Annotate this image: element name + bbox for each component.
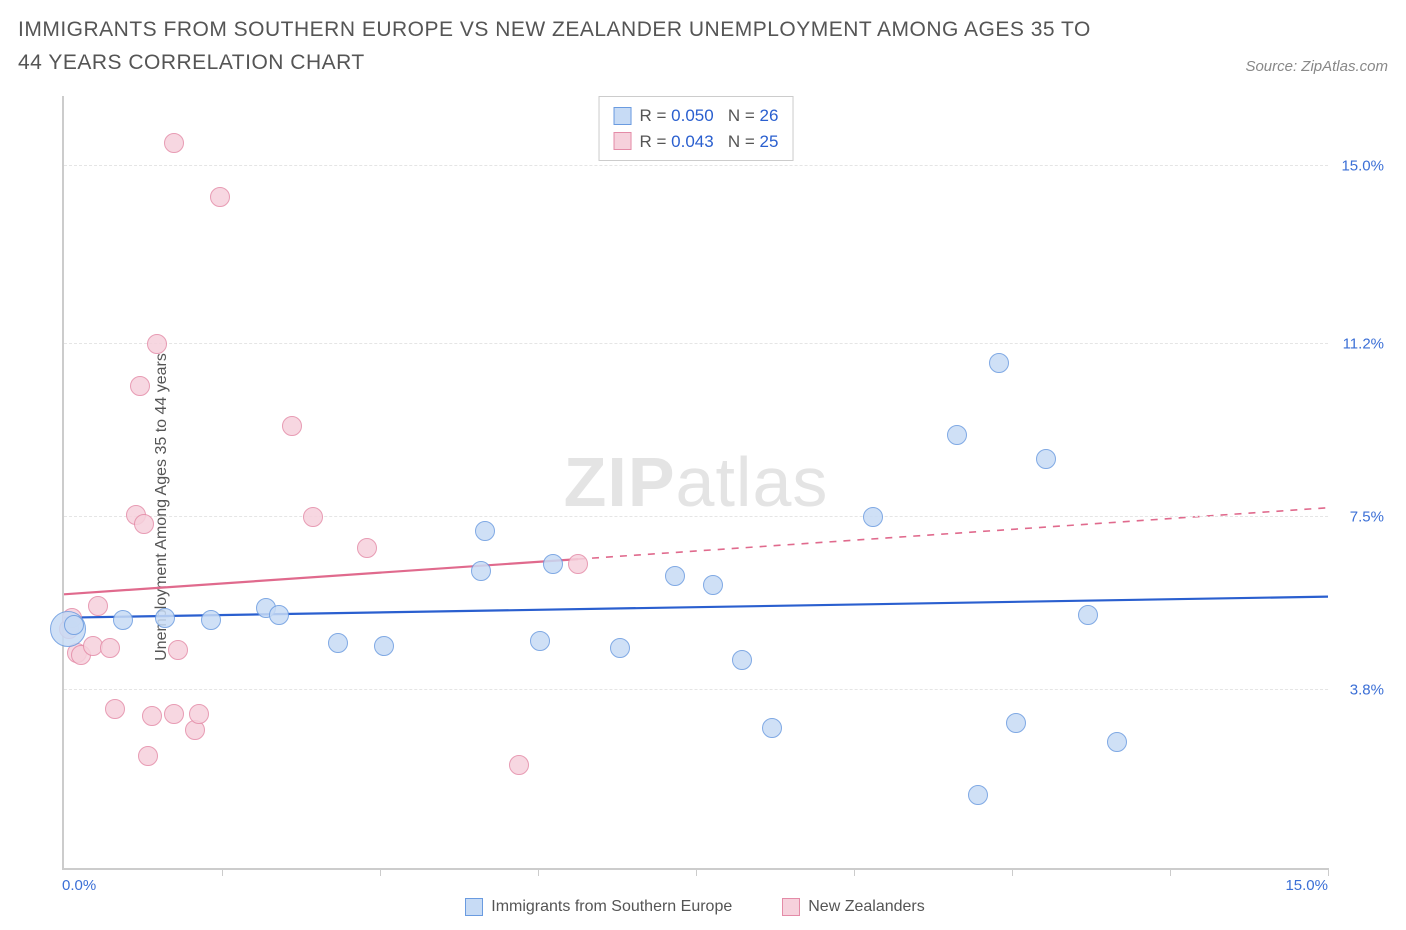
scatter-point [328,633,348,653]
scatter-point [113,610,133,630]
scatter-point [1036,449,1056,469]
source-label: Source: ZipAtlas.com [1245,58,1388,79]
legend-swatch-icon [465,898,483,916]
grid-line [64,165,1328,166]
x-max-label: 15.0% [1285,877,1328,894]
corr-legend-row: R = 0.050 N = 26 [614,103,779,129]
scatter-point [374,636,394,656]
trend-line-solid [64,597,1328,618]
plot-area: ZIPatlas R = 0.050 N = 26R = 0.043 N = 2… [62,96,1328,870]
scatter-point [543,554,563,574]
x-tick [1328,868,1329,876]
grid-line [64,343,1328,344]
scatter-point [269,605,289,625]
scatter-point [989,353,1009,373]
scatter-point [1006,713,1026,733]
y-tick-label: 11.2% [1343,335,1384,352]
bottom-legend-item: New Zealanders [782,898,925,916]
corr-legend-row: R = 0.043 N = 25 [614,129,779,155]
bottom-legend-label: Immigrants from Southern Europe [491,898,732,916]
bottom-legend-label: New Zealanders [808,898,925,916]
x-min-label: 0.0% [62,877,96,894]
scatter-point [138,746,158,766]
scatter-point [1107,732,1127,752]
scatter-point [475,521,495,541]
bottom-legend: Immigrants from Southern Europe New Zeala… [62,896,1328,918]
scatter-point [947,425,967,445]
scatter-point [105,699,125,719]
scatter-point [88,596,108,616]
scatter-point [703,575,723,595]
grid-line [64,516,1328,517]
scatter-point [130,376,150,396]
y-tick-label: 7.5% [1350,509,1384,526]
scatter-point [863,507,883,527]
corr-legend-text: R = 0.050 N = 26 [640,103,779,129]
chart-container: Unemployment Among Ages 35 to 44 years Z… [18,96,1388,918]
scatter-point [210,187,230,207]
chart-title: IMMIGRANTS FROM SOUTHERN EUROPE VS NEW Z… [18,14,1118,79]
scatter-point [142,706,162,726]
legend-swatch-icon [782,898,800,916]
scatter-point [164,133,184,153]
scatter-point [100,638,120,658]
scatter-point [732,650,752,670]
scatter-point [64,615,84,635]
trend-lines [64,96,1328,868]
scatter-point [282,416,302,436]
scatter-point [530,631,550,651]
trend-line-solid [64,559,578,594]
scatter-point [303,507,323,527]
scatter-point [610,638,630,658]
scatter-point [762,718,782,738]
scatter-point [147,334,167,354]
watermark: ZIPatlas [564,442,829,522]
x-axis-labels: 0.0% 15.0% [62,874,1328,894]
scatter-point [155,608,175,628]
legend-swatch-icon [614,132,632,150]
scatter-point [164,704,184,724]
scatter-point [201,610,221,630]
grid-line [64,689,1328,690]
correlation-legend: R = 0.050 N = 26R = 0.043 N = 25 [599,96,794,161]
scatter-point [568,554,588,574]
scatter-point [471,561,491,581]
legend-swatch-icon [614,107,632,125]
scatter-point [665,566,685,586]
scatter-point [189,704,209,724]
scatter-point [1078,605,1098,625]
watermark-bold: ZIP [564,443,676,521]
watermark-rest: atlas [676,443,829,521]
scatter-point [357,538,377,558]
y-tick-label: 15.0% [1341,158,1384,175]
scatter-point [968,785,988,805]
corr-legend-text: R = 0.043 N = 25 [640,129,779,155]
scatter-point [168,640,188,660]
header-row: IMMIGRANTS FROM SOUTHERN EUROPE VS NEW Z… [0,0,1406,79]
scatter-point [509,755,529,775]
scatter-point [134,514,154,534]
bottom-legend-item: Immigrants from Southern Europe [465,898,732,916]
y-tick-label: 3.8% [1350,682,1384,699]
